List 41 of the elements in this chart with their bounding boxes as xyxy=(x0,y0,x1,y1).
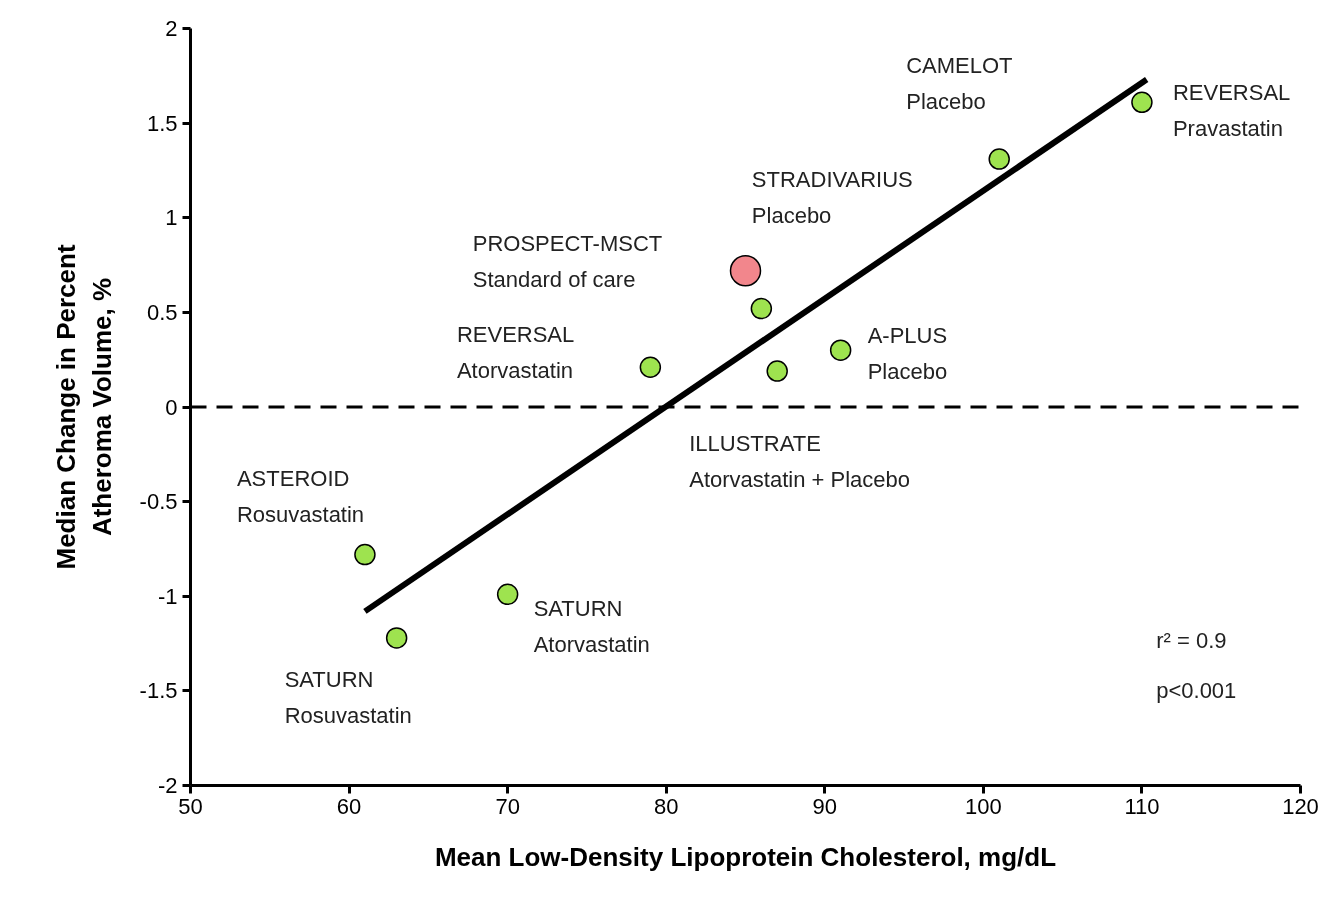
point xyxy=(639,356,662,378)
x-tick-label: 50 xyxy=(178,793,203,819)
y-tick-label: -0.5 xyxy=(139,489,178,515)
y-axis-title: Median Change in Percent Atheroma Volume, % xyxy=(50,244,117,570)
y-tick-label: -1.5 xyxy=(139,678,178,704)
annotation: STRADIVARIUS Placebo xyxy=(751,166,913,228)
annotation: SATURN Atorvastatin xyxy=(533,596,650,658)
y-tick-label: 1.5 xyxy=(146,110,178,136)
x-tick-label: 90 xyxy=(812,793,838,819)
annotation: SATURN Rosuvastatin xyxy=(284,666,412,728)
y-tick-label: 2 xyxy=(165,16,178,41)
x-tick-label: 70 xyxy=(495,793,520,819)
y-tick-label: 0.5 xyxy=(146,299,178,325)
annotation: r² = 0.9 xyxy=(1156,628,1227,654)
annotation: REVERSAL Pravastatin xyxy=(1172,80,1291,142)
point xyxy=(354,543,376,566)
x-axis-title: Mean Low-Density Lipoprotein Cholesterol, mg/dL xyxy=(434,841,1057,872)
point xyxy=(729,255,762,287)
x-tick-label: 80 xyxy=(653,793,679,819)
y-tick-label: 1 xyxy=(165,205,178,231)
y-tick-label: -2 xyxy=(157,773,178,798)
point xyxy=(496,583,519,606)
x-tick-label: 100 xyxy=(965,793,1002,819)
annotation: REVERSAL Atorvastatin xyxy=(456,321,575,383)
annotation: PROSPECT-MSCT Standard of care xyxy=(472,231,663,292)
point xyxy=(988,148,1010,170)
y-tick-label: 0 xyxy=(165,394,178,420)
y-tick-label: -1 xyxy=(157,583,178,609)
point xyxy=(750,297,773,320)
annotation: p<0.001 xyxy=(1156,677,1237,703)
point xyxy=(829,339,852,361)
point xyxy=(385,627,408,649)
annotation: A-PLUS Placebo xyxy=(867,323,948,385)
annotation: CAMELOT Placebo xyxy=(906,53,1013,115)
annotation: ASTEROID Rosuvastatin xyxy=(236,465,365,527)
x-tick-label: 120 xyxy=(1282,793,1319,819)
x-tick-label: 110 xyxy=(1124,793,1160,819)
point xyxy=(766,360,788,382)
point xyxy=(1131,91,1153,114)
x-tick-label: 60 xyxy=(336,793,362,819)
annotation: ILLUSTRATE Atorvastatin + Placebo xyxy=(689,431,910,493)
